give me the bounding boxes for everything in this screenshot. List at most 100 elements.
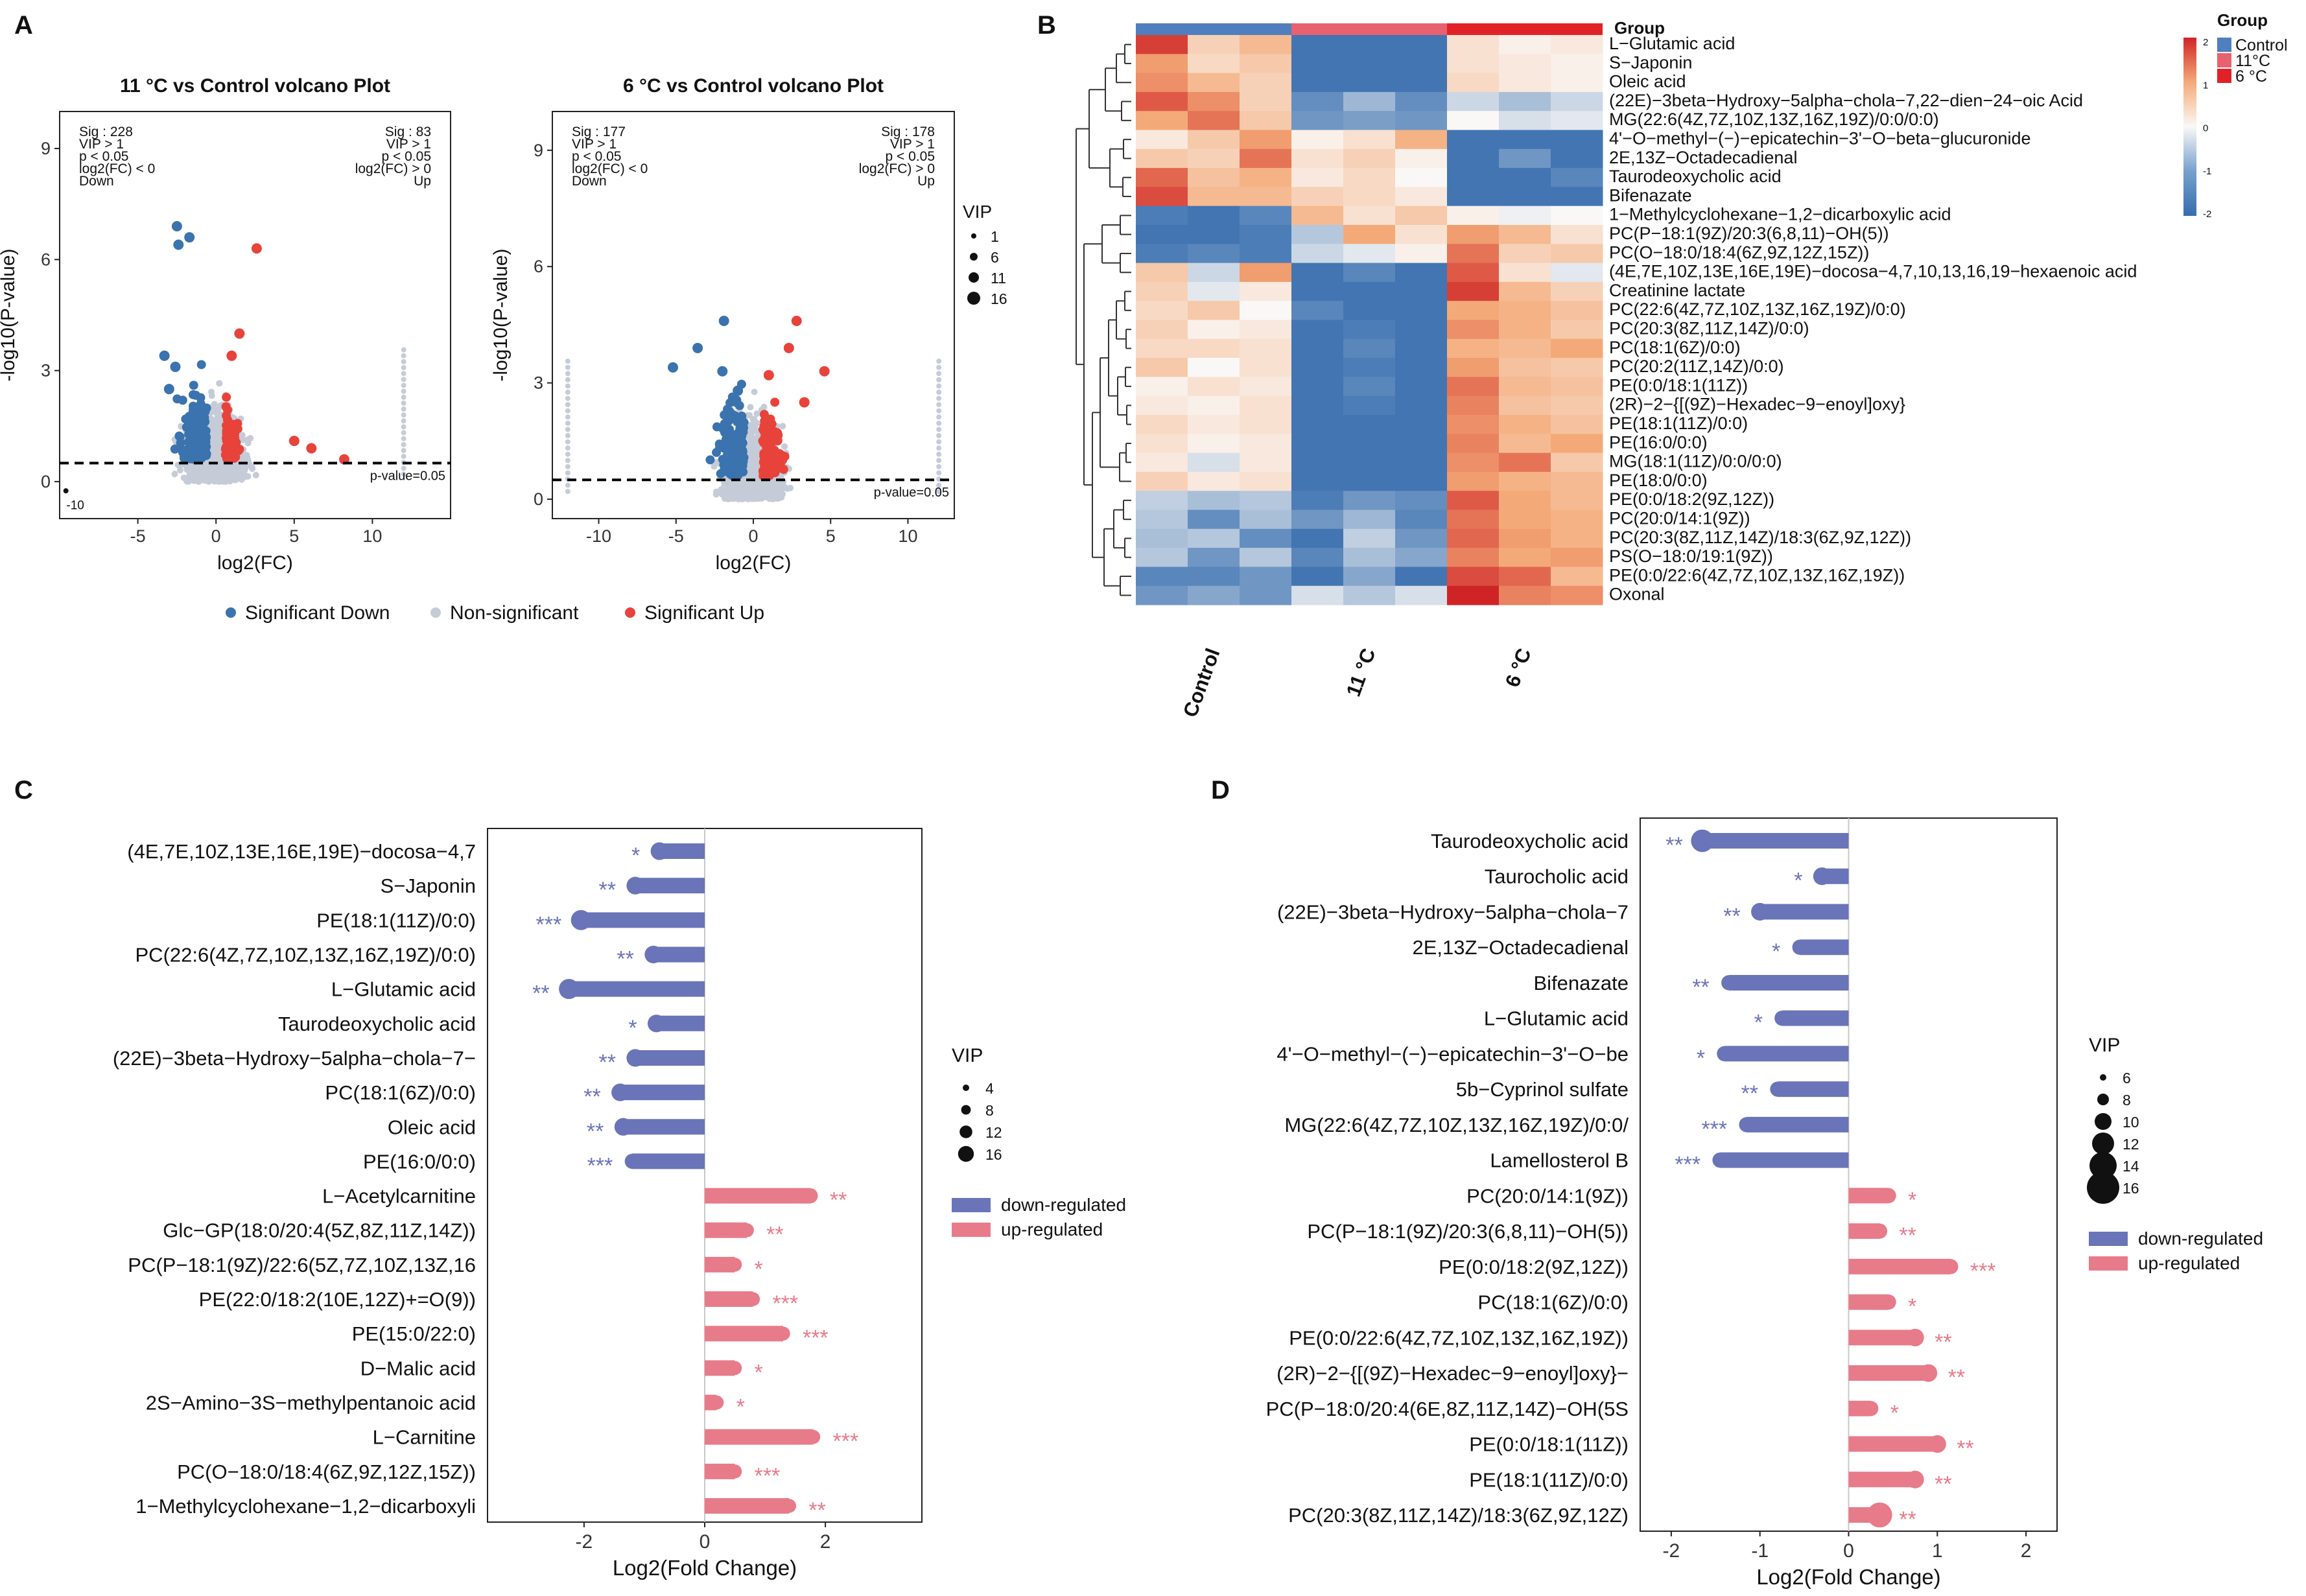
- sig-down-point: [724, 412, 734, 422]
- group-annotation-bar: [1447, 23, 1603, 35]
- vip-legend-label: 11: [991, 270, 1006, 287]
- nonsig-point: [936, 489, 942, 495]
- vip-legend-label: 12: [2123, 1136, 2139, 1153]
- heatmap-cell: [1395, 54, 1448, 74]
- heatmap-cell: [1136, 205, 1188, 226]
- heatmap-cell: [1499, 148, 1551, 169]
- heatmap-cell: [1499, 244, 1551, 264]
- nonsig-point: [565, 439, 571, 445]
- nonsig-point: [936, 371, 942, 377]
- vip-size-marker: [967, 292, 980, 305]
- heatmap-cell: [1240, 130, 1292, 150]
- heatmap-cell: [1447, 452, 1500, 473]
- significance-marker: **: [1899, 1223, 1916, 1248]
- heatmap-cell: [1240, 434, 1292, 454]
- lollipop-label: (4E,7E,10Z,13E,16E,19E)−docosa−4,7: [127, 840, 476, 863]
- nonsig-point: [216, 380, 223, 387]
- nonsig-point: [765, 488, 772, 495]
- significance-marker: **: [587, 1119, 604, 1144]
- heatmap-cell: [1240, 281, 1292, 301]
- heatmap-cell: [1188, 225, 1240, 244]
- nonsig-point: [718, 489, 725, 497]
- nonsig-point: [401, 382, 406, 388]
- heatmap-cell: [1240, 263, 1292, 283]
- heatmap-cell: [1447, 301, 1500, 320]
- legend-swatch-up: [952, 1223, 991, 1237]
- nonsig-point: [565, 390, 571, 395]
- sig-up-point: [762, 435, 771, 445]
- lollipop-label: 1−Methylcyclohexane−1,2−dicarboxyli: [135, 1495, 476, 1518]
- group-axis-label: Control: [1179, 645, 1225, 720]
- sig-down-point: [725, 425, 735, 434]
- heatmap-cell: [1343, 377, 1396, 397]
- heatmap-cell: [1499, 395, 1551, 416]
- legend-label-down: down-regulated: [1001, 1195, 1126, 1215]
- x-tick-label: 10: [898, 526, 917, 546]
- nonsig-point: [235, 473, 242, 480]
- lollipop-label: PE(15:0/22:0): [352, 1322, 476, 1345]
- nonsig-point: [565, 358, 571, 364]
- lollipop-head: [806, 1429, 821, 1444]
- heatmap-cell: [1136, 91, 1188, 111]
- x-tick-label: 0: [700, 1531, 711, 1553]
- heatmap-cell: [1551, 510, 1603, 530]
- lollipop-chart-c: (4E,7E,10Z,13E,16E,19E)−docosa−4,7 * S−Jap…: [113, 828, 1126, 1580]
- lollipop-label: L−Acetylcarnitine: [322, 1185, 476, 1208]
- nonsig-point: [565, 470, 571, 476]
- y-axis-label: -log10(P-value): [490, 248, 512, 381]
- heatmap-row-label: (4E,7E,10Z,13E,16E,19E)−docosa−4,7,10,13…: [1609, 262, 2137, 281]
- heatmap-cell: [1240, 91, 1292, 111]
- sig-down-point: [725, 447, 735, 456]
- heatmap-cell: [1240, 528, 1292, 548]
- heatmap-cell: [1551, 301, 1603, 320]
- significance-marker: **: [1935, 1472, 1951, 1496]
- sig-down-point: [735, 401, 744, 410]
- nonsig-point: [180, 475, 187, 482]
- lollipop-head: [740, 1223, 754, 1238]
- heatmap-cell: [1551, 358, 1603, 377]
- nonsig-point: [784, 485, 791, 492]
- nonsig-point: [936, 377, 942, 382]
- sig-down-point: [732, 430, 742, 440]
- sig-summary-down: Down: [79, 174, 114, 189]
- sig-summary-down: VIP > 1: [572, 137, 617, 152]
- lollipop-label: PE(0:0/18:1(11Z)): [1469, 1433, 1629, 1456]
- lollipop-head: [1906, 1328, 1924, 1346]
- heatmap-cell: [1395, 377, 1448, 397]
- significance-marker: **: [1948, 1365, 1965, 1390]
- colorbar-tick-label: -2: [2203, 209, 2211, 220]
- heatmap-cell: [1240, 510, 1292, 530]
- heatmap-cell: [1136, 244, 1188, 264]
- heatmap-cell: [1188, 338, 1240, 358]
- lollipop-label: 2E,13Z−Octadecadienal: [1413, 936, 1629, 959]
- nonsig-point: [252, 471, 259, 478]
- sig-summary-up: Up: [917, 174, 935, 189]
- heatmap-cell: [1188, 73, 1240, 93]
- heatmap-cell: [1136, 415, 1188, 434]
- sig-up-point: [759, 471, 768, 481]
- heatmap-cell: [1188, 377, 1240, 397]
- lollipop-head: [746, 1292, 760, 1306]
- lollipop-label: PC(22:6(4Z,7Z,10Z,13Z,16Z,19Z)/0:0): [135, 943, 476, 966]
- heatmap-cell: [1551, 187, 1603, 207]
- heatmap-cell: [1343, 585, 1396, 605]
- nonsig-point: [735, 486, 742, 493]
- nonsig-point: [401, 353, 406, 358]
- chart-title: 11 °C vs Control volcano Plot: [120, 75, 390, 97]
- heatmap-cell: [1188, 528, 1240, 548]
- heatmap-cell: [1343, 320, 1396, 340]
- heatmap-cell: [1136, 225, 1188, 244]
- heatmap-row-label: PS(O−18:0/19:1(9Z)): [1609, 546, 1773, 566]
- lollipop-head: [803, 1188, 818, 1204]
- nonsig-point: [401, 436, 406, 441]
- x-tick-label: 0: [211, 526, 221, 546]
- nonsig-point: [747, 404, 754, 411]
- sig-up-point: [763, 370, 774, 381]
- significance-marker: *: [1697, 1046, 1705, 1070]
- nonsig-point: [565, 433, 571, 439]
- vip-size-marker: [961, 1105, 971, 1115]
- nonsig-point: [766, 480, 773, 487]
- sig-down-point: [199, 437, 209, 447]
- heatmap-cell: [1551, 377, 1603, 397]
- heatmap-cell: [1551, 111, 1603, 130]
